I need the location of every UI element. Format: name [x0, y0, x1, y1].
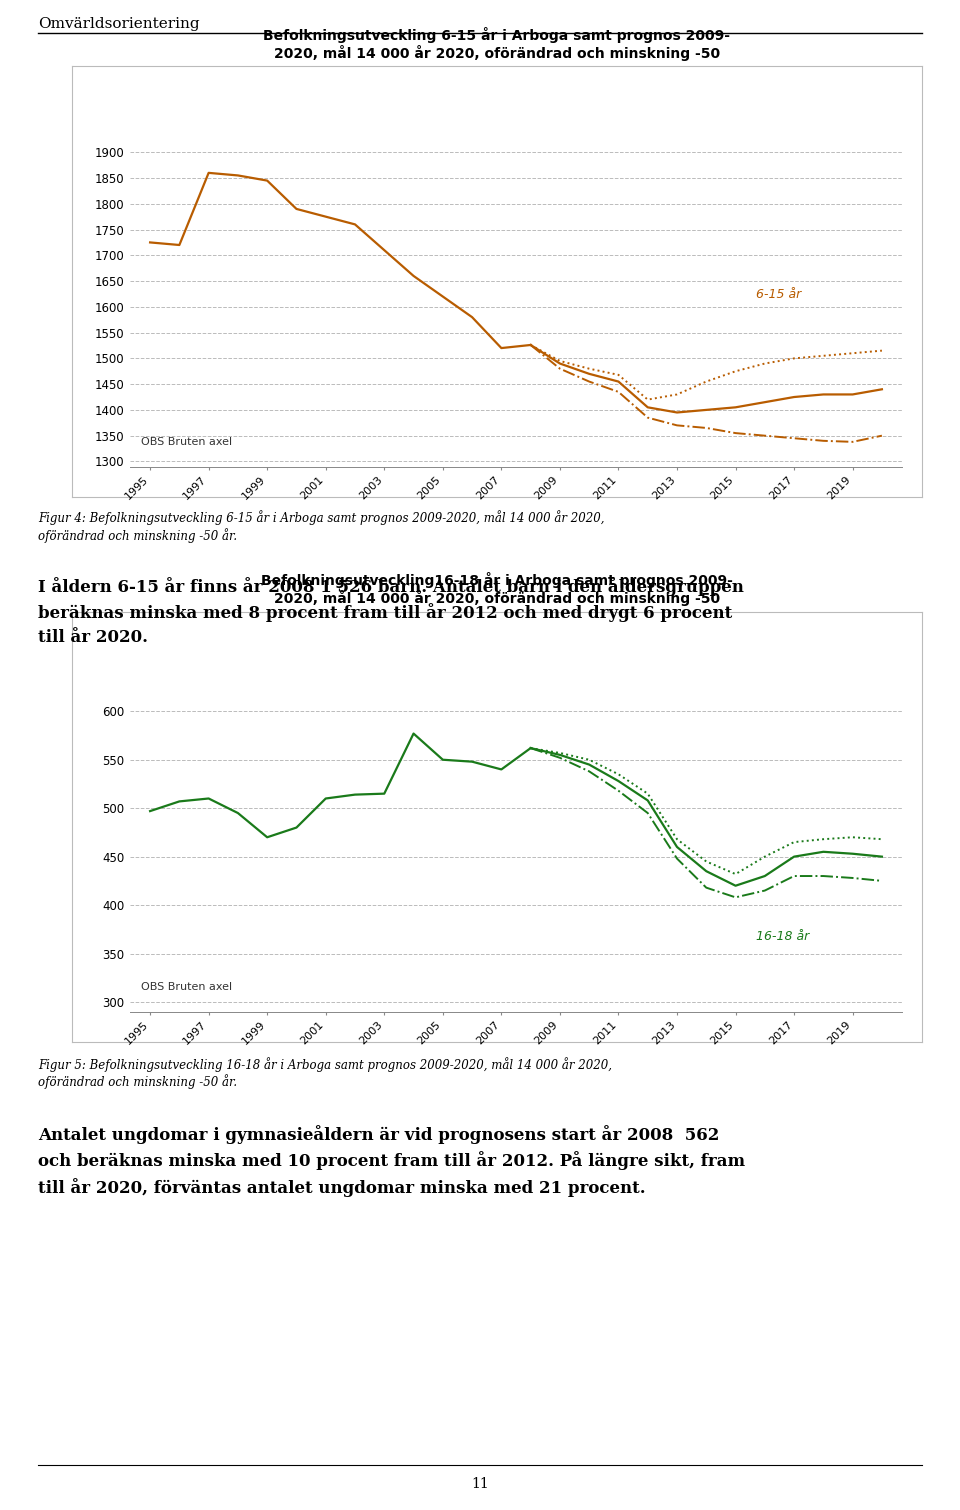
Text: 11: 11: [471, 1477, 489, 1490]
Text: Figur 5: Befolkningsutveckling 16-18 år i Arboga samt prognos 2009-2020, mål 14 : Figur 5: Befolkningsutveckling 16-18 år …: [38, 1057, 612, 1089]
Text: Omvärldsorientering: Omvärldsorientering: [38, 17, 200, 32]
Text: Figur 4: Befolkningsutveckling 6-15 år i Arboga samt prognos 2009-2020, mål 14 0: Figur 4: Befolkningsutveckling 6-15 år i…: [38, 510, 605, 542]
Text: Antalet ungdomar i gymnasieåldern är vid prognosens start år 2008  562
och beräk: Antalet ungdomar i gymnasieåldern är vid…: [38, 1125, 746, 1197]
Text: 6-15 år: 6-15 år: [756, 288, 801, 300]
Text: I åldern 6-15 år finns år 2008 1 526 barn. Antalet barn i den åldersgruppen
berä: I åldern 6-15 år finns år 2008 1 526 bar…: [38, 577, 744, 646]
Text: OBS Bruten axel: OBS Bruten axel: [141, 436, 232, 447]
Title: Befolkningsutveckling 6-15 år i Arboga samt prognos 2009-
2020, mål 14 000 år 20: Befolkningsutveckling 6-15 år i Arboga s…: [263, 27, 731, 60]
Text: 16-18 år: 16-18 år: [756, 930, 809, 944]
Title: Befolkningsutveckling16-18 år i Arboga samt prognos 2009-
2020, mål 14 000 år 20: Befolkningsutveckling16-18 år i Arboga s…: [261, 572, 732, 606]
Text: OBS Bruten axel: OBS Bruten axel: [141, 982, 232, 992]
